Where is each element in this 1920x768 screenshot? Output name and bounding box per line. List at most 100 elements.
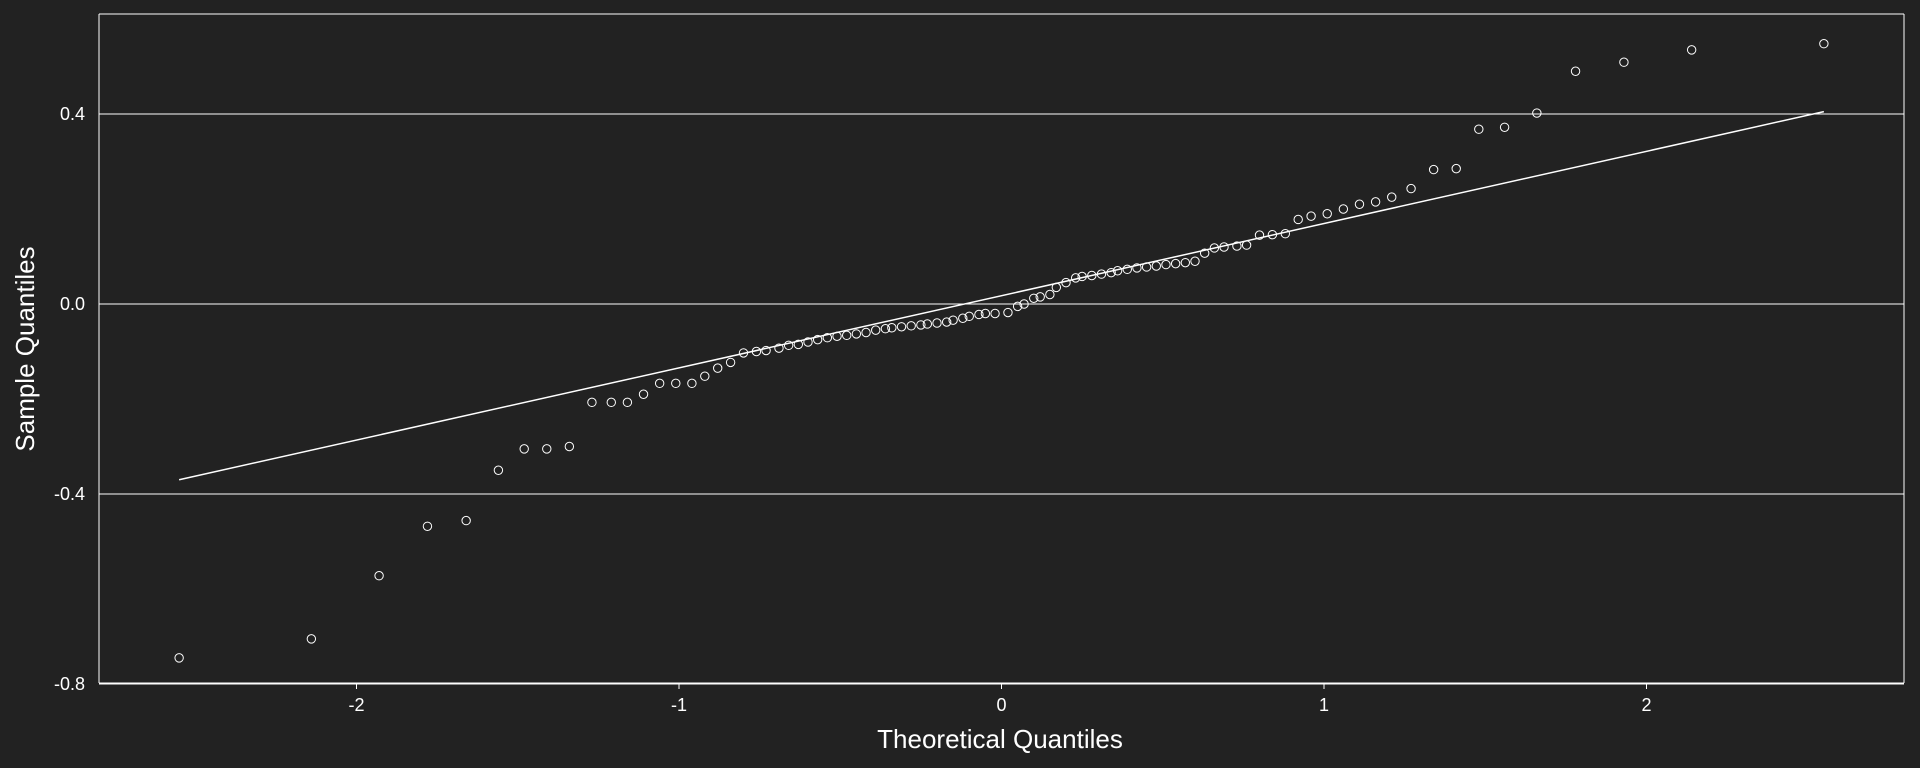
data-point xyxy=(990,308,1000,319)
data-point xyxy=(1254,230,1265,240)
data-point xyxy=(1045,289,1055,300)
data-point xyxy=(1170,258,1181,269)
data-point xyxy=(174,653,184,663)
data-point xyxy=(1070,273,1081,283)
data-point xyxy=(1132,263,1142,273)
data-point xyxy=(842,330,852,341)
data-point xyxy=(1819,39,1829,49)
data-point xyxy=(793,339,804,350)
data-point xyxy=(948,315,958,325)
x-tick-label: 0 xyxy=(996,695,1006,715)
data-point xyxy=(871,325,881,335)
data-point xyxy=(1387,192,1397,202)
data-point xyxy=(1012,301,1023,312)
axes xyxy=(98,13,1905,684)
data-point xyxy=(1209,243,1220,253)
data-point xyxy=(1199,248,1210,258)
data-point xyxy=(374,571,384,581)
data-point xyxy=(1077,271,1087,282)
data-point xyxy=(1141,262,1152,272)
data-point xyxy=(1354,199,1365,209)
data-point xyxy=(1241,240,1252,250)
y-axis-title: Sample Quantiles xyxy=(10,246,40,451)
data-point xyxy=(671,378,681,389)
y-tick-label: -0.8 xyxy=(54,674,85,694)
data-point xyxy=(1280,229,1291,239)
data-point xyxy=(461,515,471,526)
x-ticks: -2 -1 0 1 2 xyxy=(348,683,1652,715)
data-point xyxy=(1293,214,1303,225)
data-point xyxy=(896,322,907,332)
data-point xyxy=(803,337,813,347)
x-tick-label: 1 xyxy=(1319,695,1329,715)
data-point xyxy=(1570,66,1581,76)
data-point xyxy=(761,345,771,356)
data-point xyxy=(887,323,897,333)
data-point xyxy=(832,331,842,341)
data-point xyxy=(1051,282,1062,293)
data-point xyxy=(1151,261,1162,271)
data-point xyxy=(812,334,823,345)
data-point xyxy=(1112,266,1123,276)
data-point xyxy=(1232,241,1242,251)
data-point xyxy=(622,397,633,408)
y-tick-label: -0.4 xyxy=(54,484,85,504)
data-point xyxy=(542,444,552,454)
reference-line-group xyxy=(178,110,1825,481)
data-point xyxy=(1029,293,1039,303)
data-point xyxy=(980,308,991,319)
data-point xyxy=(1219,242,1229,252)
data-point xyxy=(1499,122,1510,133)
data-point xyxy=(1019,299,1029,309)
data-point xyxy=(1003,307,1013,318)
data-point xyxy=(1686,45,1697,55)
data-point xyxy=(922,319,933,329)
data-point xyxy=(751,346,762,357)
data-points xyxy=(174,39,1829,663)
data-point xyxy=(1451,163,1461,174)
data-point xyxy=(1306,211,1316,221)
data-point xyxy=(1190,256,1200,266)
x-tick-label: -2 xyxy=(348,695,364,715)
data-point xyxy=(1322,209,1332,219)
y-tick-label: 0.4 xyxy=(60,104,85,124)
data-point xyxy=(1061,277,1071,288)
data-point xyxy=(822,333,833,343)
data-point xyxy=(783,340,794,351)
data-point xyxy=(958,313,968,323)
data-point xyxy=(774,343,784,353)
data-point xyxy=(1532,108,1542,118)
data-point xyxy=(941,317,952,327)
data-point xyxy=(493,465,504,475)
data-point xyxy=(1428,164,1439,175)
data-point xyxy=(964,311,974,322)
x-tick-label: -1 xyxy=(671,695,687,715)
data-point xyxy=(1406,183,1416,194)
data-point xyxy=(1338,204,1349,214)
data-point xyxy=(638,389,649,399)
data-point xyxy=(851,329,862,339)
data-point xyxy=(725,357,736,368)
data-point xyxy=(880,324,891,334)
data-point xyxy=(519,444,529,454)
data-point xyxy=(1096,269,1107,279)
data-point xyxy=(564,441,575,452)
data-point xyxy=(861,327,871,338)
data-point xyxy=(1267,229,1278,240)
data-point xyxy=(916,320,926,330)
data-point xyxy=(1180,257,1191,268)
data-point xyxy=(1161,259,1171,270)
data-point xyxy=(974,309,984,320)
x-tick-label: 2 xyxy=(1641,695,1651,715)
data-point xyxy=(700,371,710,381)
data-point xyxy=(1035,292,1045,302)
x-axis-title: Theoretical Quantiles xyxy=(877,724,1123,754)
data-point xyxy=(1106,267,1116,278)
data-point xyxy=(1619,57,1629,67)
data-point xyxy=(906,321,916,331)
data-point xyxy=(1122,264,1132,275)
data-point xyxy=(306,634,317,644)
reference-line xyxy=(178,110,1825,481)
